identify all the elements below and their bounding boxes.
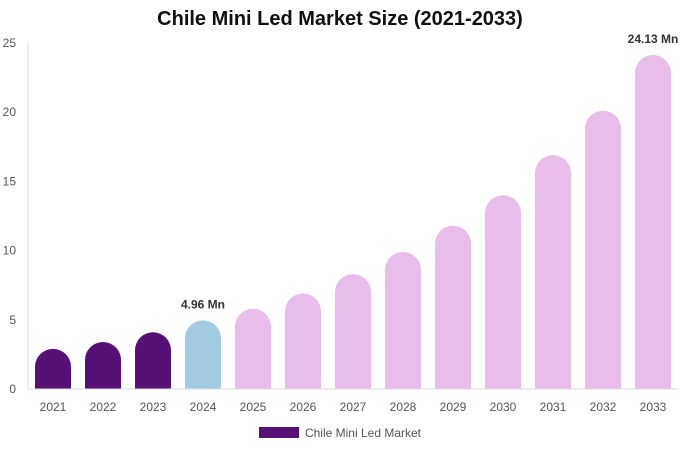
y-tick-label: 20 — [3, 105, 17, 119]
bar-2031[interactable] — [535, 155, 571, 389]
bar-2033[interactable] — [635, 55, 671, 389]
x-tick-label: 2025 — [240, 400, 267, 414]
x-tick-label: 2031 — [540, 400, 567, 414]
legend-label: Chile Mini Led Market — [304, 426, 422, 440]
y-tick-label: 15 — [3, 174, 17, 188]
x-tick-label: 2022 — [90, 400, 117, 414]
bars — [35, 55, 671, 390]
bar-2030[interactable] — [485, 195, 521, 389]
x-tick-label: 2032 — [590, 400, 617, 414]
x-tick-label: 2029 — [440, 400, 467, 414]
y-tick-label: 25 — [3, 36, 17, 50]
bar-2021[interactable] — [35, 348, 71, 389]
legend[interactable]: Chile Mini Led Market — [0, 426, 680, 440]
chart-title: Chile Mini Led Market Size (2021-2033) — [157, 8, 523, 30]
bar-2025[interactable] — [235, 308, 271, 389]
bar-2027[interactable] — [335, 274, 371, 389]
data-labels: 4.96 Mn 24.13 Mn — [181, 32, 678, 311]
data-label: 24.13 Mn — [628, 32, 679, 46]
bar-2024[interactable] — [185, 320, 221, 389]
y-tick-label: 5 — [9, 313, 16, 327]
x-tick-label: 2026 — [290, 400, 317, 414]
x-tick-label: 2023 — [140, 400, 167, 414]
bar-2028[interactable] — [385, 251, 421, 389]
y-axis: 0 5 10 15 20 25 — [3, 36, 29, 396]
bar-2032[interactable] — [585, 110, 621, 390]
data-label: 4.96 Mn — [181, 297, 225, 311]
x-tick-label: 2021 — [40, 400, 67, 414]
bar-2022[interactable] — [85, 341, 121, 389]
x-tick-label: 2030 — [490, 400, 517, 414]
y-tick-label: 0 — [9, 382, 16, 396]
x-tick-label: 2027 — [340, 400, 367, 414]
x-axis: 2021 2022 2023 2024 2025 2026 2027 2028 2029 2030… — [28, 388, 678, 414]
legend-swatch — [258, 427, 299, 438]
x-tick-label: 2028 — [390, 400, 417, 414]
x-tick-label: 2033 — [640, 400, 667, 414]
y-tick-label: 10 — [3, 244, 17, 258]
bar-2023[interactable] — [135, 332, 171, 389]
bar-2026[interactable] — [285, 293, 321, 389]
bar-2029[interactable] — [435, 225, 471, 389]
x-tick-label: 2024 — [190, 400, 217, 414]
